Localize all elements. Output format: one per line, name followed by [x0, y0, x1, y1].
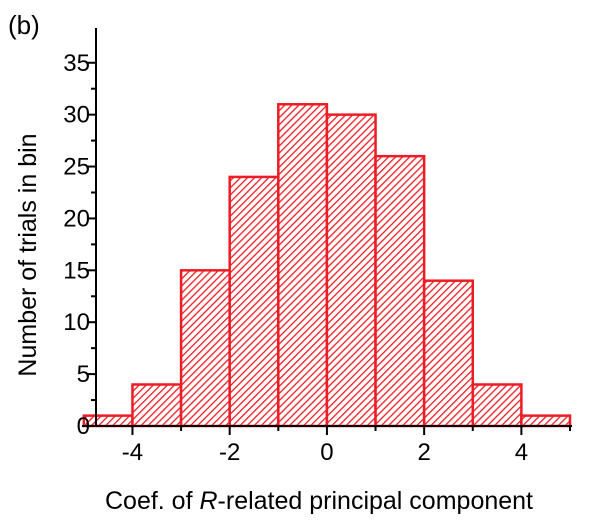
y-axis-title: Number of trials in bin — [14, 133, 42, 376]
x-tick-label: 0 — [320, 439, 333, 466]
histogram-bar — [471, 383, 523, 428]
y-tick-label: 15 — [63, 257, 90, 284]
histogram-bar — [374, 154, 426, 428]
histogram-bar — [228, 175, 280, 428]
histogram-bar — [82, 414, 134, 428]
histogram-bar — [179, 269, 231, 428]
x-axis-title-italic: R — [199, 487, 217, 515]
panel-label: (b) — [8, 10, 40, 40]
histogram-bar — [325, 113, 377, 428]
y-tick-label: 20 — [63, 205, 90, 232]
x-tick-label: -2 — [219, 439, 240, 466]
x-axis-title: Coef. of R-related principal component — [105, 487, 533, 515]
y-tick-label: 5 — [77, 361, 90, 388]
histogram-bar — [277, 103, 329, 428]
y-tick-label: 0 — [77, 413, 90, 440]
x-tick-label: -4 — [122, 439, 143, 466]
histogram-bar — [520, 414, 572, 428]
histogram-bar — [422, 279, 475, 428]
x-tick-label: 4 — [515, 439, 528, 466]
y-tick-label: 25 — [63, 154, 90, 181]
bars-group — [82, 103, 572, 428]
axes-group — [82, 28, 572, 435]
x-axis-title-prefix: Coef. of — [105, 487, 200, 515]
histogram-bar — [131, 383, 183, 428]
y-tick-label: 10 — [63, 309, 90, 336]
y-tick-label: 35 — [63, 50, 90, 77]
y-tick-label: 30 — [63, 102, 90, 129]
tick-labels-group: 0 5 10 15 20 25 30 35 -4 -2 0 2 4 — [63, 50, 528, 466]
x-axis-title-suffix: -related principal component — [218, 487, 534, 515]
x-tick-label: 2 — [417, 439, 430, 466]
